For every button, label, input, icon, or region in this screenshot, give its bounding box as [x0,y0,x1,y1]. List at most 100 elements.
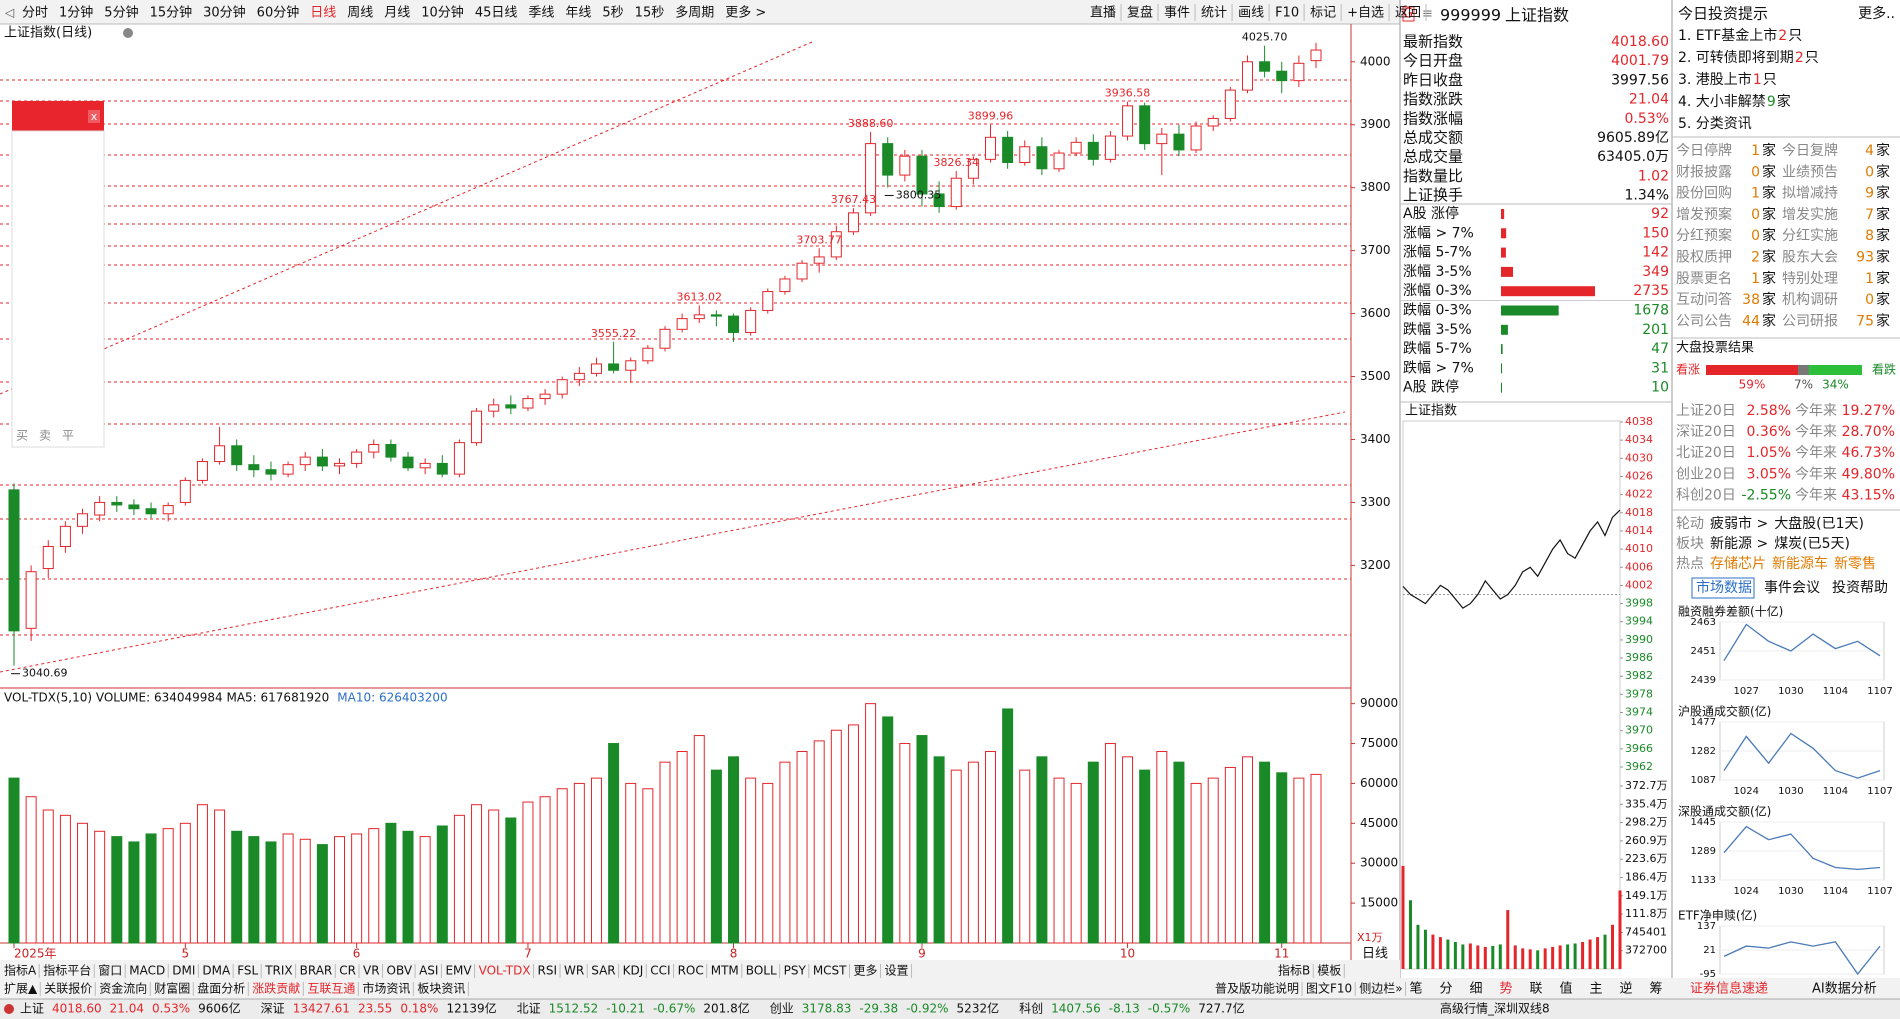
bottom-tab[interactable]: VR [363,964,380,978]
bottom-tab[interactable]: FSL [237,964,258,978]
tip-item[interactable]: 家 [1777,93,1791,110]
toolbar-button[interactable]: +自选 [1347,6,1384,21]
side-link[interactable]: 证券信息速递 [1690,981,1768,997]
period-tab[interactable]: 多周期 [675,5,714,21]
period-tab[interactable]: 30分钟 [203,5,246,21]
tip-item[interactable]: 3. 港股上市 [1678,71,1752,88]
bottom-tab[interactable]: 更多 [854,964,878,978]
side-tab[interactable]: 主 [1589,982,1602,997]
toolbar-button[interactable]: 事件 [1164,6,1190,21]
tip-item[interactable]: 只 [1788,28,1802,44]
toolbar-button[interactable]: 画线 [1238,6,1264,21]
tip-item[interactable]: 只 [1805,50,1819,66]
bottom-tab[interactable]: 市场资讯 [362,981,410,996]
tip-item[interactable]: 2 [1778,28,1787,44]
toolbox-label[interactable]: 买 [16,429,28,443]
toolbar-button[interactable]: 返回 [1395,6,1421,21]
bottom-tab[interactable]: ROC [678,964,704,978]
bottom-tab[interactable]: VOL-TDX [479,964,531,978]
side-tab[interactable]: 逆 [1619,981,1632,997]
period-tab[interactable]: 5分钟 [104,5,138,21]
bottom-tab[interactable]: SAR [591,964,615,978]
bottom-tab[interactable]: OBV [387,964,413,978]
back-glyph[interactable]: ◁ [4,6,14,20]
period-tab[interactable]: 周线 [347,6,373,21]
bottom-tab[interactable]: ASI [419,964,438,978]
side-tab[interactable]: 分 [1439,982,1452,997]
toolbar-button[interactable]: 标记 [1310,6,1336,21]
period-tab[interactable]: 60分钟 [257,5,300,21]
bottom-tab[interactable]: WR [564,964,584,978]
side-tab[interactable]: 值 [1559,981,1572,997]
toolbar-button[interactable]: 直播 [1090,6,1116,21]
tip-item[interactable]: 5. 分类资讯 [1678,116,1752,132]
bottom-tab[interactable]: CR [339,964,356,978]
period-tab[interactable]: 10分钟 [421,5,464,21]
menu-glyph[interactable]: ≡ [1422,7,1433,22]
tip-item[interactable]: 4. 大小非解禁 [1678,94,1766,110]
period-tab[interactable]: 更多 > [725,5,766,21]
toolbox-close[interactable]: x [91,110,98,123]
bottom-tab[interactable]: DMI [172,964,195,978]
bottom-tab[interactable]: 图文F10 [1306,981,1352,996]
side-tab[interactable]: 筹 [1649,981,1662,997]
bottom-tab[interactable]: MCST [813,964,847,978]
tip-item[interactable]: 2. 可转债即将到期 [1678,50,1794,66]
toolbox-close-bg[interactable] [88,110,100,123]
bottom-tab[interactable]: BRAR [300,964,333,978]
bottom-tab[interactable]: 资金流向 [99,981,147,996]
bottom-tab[interactable]: 模板 [1317,964,1341,978]
bottom-tab[interactable]: 设置 [885,964,909,978]
bottom-tab[interactable]: TRIX [264,964,292,978]
bottom-tab[interactable]: 指标A [4,963,37,978]
side-tab[interactable]: 细 [1469,982,1482,997]
period-tab[interactable]: 15秒 [635,6,665,21]
tip-item[interactable]: 1. ETF基金上市 [1678,27,1777,44]
toolbox-label[interactable]: 平 [62,429,74,443]
period-tab[interactable]: 季线 [528,6,554,21]
side-tab[interactable]: 势 [1499,981,1512,997]
bottom-tab[interactable]: KDJ [623,964,644,978]
period-tab[interactable]: 月线 [384,6,410,21]
period-tab[interactable]: 日线 [310,6,336,21]
bottom-tab[interactable]: 扩展▲ [4,982,38,996]
bottom-tab[interactable]: MTM [711,964,739,978]
toolbar-button[interactable]: 复盘 [1127,5,1153,21]
bottom-tab[interactable]: 盘面分析 [197,981,245,996]
market-tab[interactable]: 市场数据 [1696,579,1752,596]
toolbox-label[interactable]: 卖 [39,429,51,443]
bottom-tab[interactable]: DMA [202,964,231,978]
market-tab[interactable]: 投资帮助 [1832,580,1888,596]
toolbar-button[interactable]: 统计 [1201,6,1227,21]
bottom-tab[interactable]: 涨跌贡献 [252,981,300,996]
tip-item[interactable]: 9 [1767,94,1776,110]
bottom-tab[interactable]: 指标平台 [43,963,91,978]
side-tab[interactable]: 笔 [1409,981,1422,997]
title-menu[interactable] [123,28,133,38]
bottom-tab[interactable]: BOLL [746,964,777,978]
side-link[interactable]: AI数据分析 [1812,982,1877,997]
period-tab[interactable]: 1分钟 [59,5,93,21]
toolbar-button[interactable]: F10 [1275,6,1299,21]
tip-item[interactable]: 只 [1763,72,1777,88]
bottom-tab[interactable]: MACD [129,964,165,978]
bottom-tab[interactable]: 指标B [1278,963,1310,978]
period-tab[interactable]: 45日线 [475,6,518,21]
tip-item[interactable]: 1 [1753,72,1762,88]
bottom-tab[interactable]: CCI [650,964,670,978]
bottom-tab[interactable]: 板块资讯 [417,982,465,996]
tip-item[interactable]: 2 [1795,50,1804,66]
bottom-tab[interactable]: 普及版功能说明 [1215,981,1299,996]
period-tab[interactable]: 15分钟 [150,5,193,21]
period-tab[interactable]: 年线 [565,6,591,21]
bottom-tab[interactable]: 互联互通 [307,982,355,996]
bottom-tab[interactable]: PSY [784,964,807,978]
market-tab[interactable]: 事件会议 [1764,580,1820,596]
side-tab[interactable]: 联 [1529,982,1542,997]
tips-more[interactable]: 更多.. [1858,5,1895,22]
bottom-tab[interactable]: 侧边栏» [1359,981,1402,996]
bottom-tab[interactable]: RSI [538,964,558,978]
bottom-tab[interactable]: EMV [445,964,472,978]
bottom-tab[interactable]: 关联报价 [44,981,92,996]
period-tab[interactable]: 分时 [22,6,48,21]
